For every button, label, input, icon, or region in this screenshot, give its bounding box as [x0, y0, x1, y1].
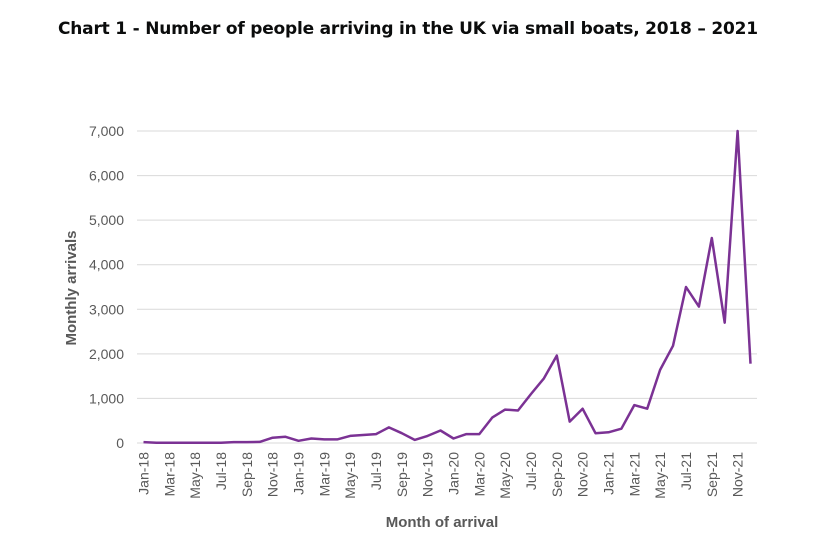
x-axis-label: Month of arrival [386, 514, 499, 531]
x-tick-label: Nov-20 [575, 452, 591, 497]
x-tick-label: Mar-18 [161, 452, 177, 497]
x-tick-label: Jan-18 [135, 452, 151, 495]
y-axis-ticks: 0 1,000 2,000 3,000 4,000 5,000 6,000 7,000 [89, 123, 124, 451]
y-tick-label: 2,000 [89, 346, 124, 362]
x-tick-label: May-18 [187, 452, 203, 499]
x-tick-label: Jul-21 [678, 452, 694, 490]
y-tick-label: 0 [116, 435, 124, 451]
x-tick-label: Nov-21 [730, 452, 746, 497]
y-tick-label: 1,000 [89, 390, 124, 406]
x-tick-label: Sep-18 [239, 452, 255, 497]
y-tick-label: 4,000 [89, 257, 124, 273]
y-tick-label: 3,000 [89, 301, 124, 317]
x-tick-label: Sep-19 [394, 452, 410, 497]
x-tick-label: Jul-18 [213, 452, 229, 490]
x-tick-label: Nov-19 [420, 452, 436, 497]
x-tick-label: Mar-20 [471, 452, 487, 497]
x-tick-label: Sep-20 [549, 452, 565, 497]
x-tick-label: Jul-20 [523, 452, 539, 490]
gridlines [137, 130, 757, 399]
x-tick-label: May-19 [342, 452, 358, 499]
chart-title: Chart 1 - Number of people arriving in t… [58, 19, 758, 39]
y-tick-label: 5,000 [89, 212, 124, 228]
x-tick-label: Mar-21 [626, 452, 642, 497]
series-line [143, 129, 752, 445]
y-tick-label: 6,000 [89, 168, 124, 184]
y-tick-label: 7,000 [89, 123, 124, 139]
x-tick-label: Mar-19 [316, 452, 332, 497]
x-axis-ticks: Jan-18 Mar-18 May-18 Jul-18 Sep-18 Nov-18 Jan-… [135, 452, 745, 499]
x-tick-label: Sep-21 [704, 452, 720, 497]
x-tick-label: Jan-19 [290, 452, 306, 495]
y-axis-label: Monthly arrivals [63, 230, 80, 345]
x-tick-label: May-21 [652, 452, 668, 499]
x-tick-label: Jan-20 [445, 452, 461, 495]
x-tick-label: Jan-21 [600, 452, 616, 495]
x-tick-label: Jul-19 [368, 452, 384, 490]
x-tick-label: May-20 [497, 452, 513, 499]
x-tick-label: Nov-18 [265, 452, 281, 497]
